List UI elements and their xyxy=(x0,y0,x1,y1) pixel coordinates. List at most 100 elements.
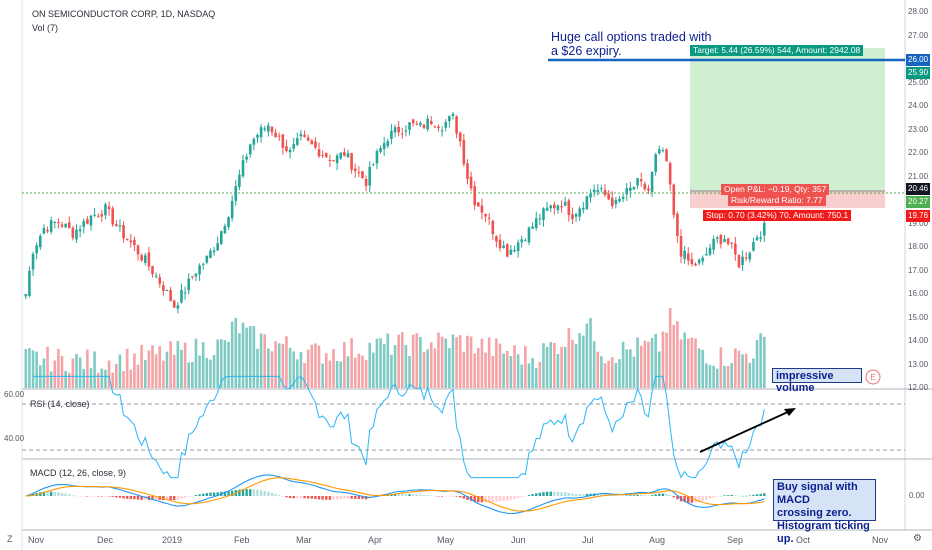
candle-body xyxy=(578,208,581,217)
volume-bar xyxy=(505,350,509,388)
macd-histogram-bar xyxy=(104,496,107,497)
candle-body xyxy=(230,201,234,219)
time-axis-tick: Jun xyxy=(511,535,526,545)
macd-histogram-bar xyxy=(198,494,201,496)
macd-histogram-bar xyxy=(24,496,28,497)
volume-title[interactable]: Vol (7) xyxy=(32,23,59,33)
candle-body xyxy=(581,207,585,210)
candle-body xyxy=(324,153,328,158)
candle-body xyxy=(372,164,375,166)
macd-histogram-bar xyxy=(332,496,335,500)
price-axis-tick: 15.00 xyxy=(908,312,929,322)
macd-histogram-bar xyxy=(498,496,502,502)
macd-histogram-bar xyxy=(484,496,487,503)
candle-body xyxy=(100,214,104,217)
zoom-button[interactable]: Z xyxy=(7,534,13,544)
macd-histogram-bar xyxy=(459,496,462,498)
candle-body xyxy=(426,118,429,130)
volume-bar xyxy=(527,363,531,388)
macd-note[interactable]: Buy signal with MACD crossing zero. Hist… xyxy=(773,479,876,545)
macd-histogram-bar xyxy=(571,493,574,496)
volume-bar xyxy=(400,332,404,388)
candle-body xyxy=(477,202,480,207)
candle-body xyxy=(368,166,372,186)
volume-bar xyxy=(538,361,542,388)
volume-bar xyxy=(755,340,759,388)
volume-bar xyxy=(238,333,241,388)
target-label[interactable]: Target: 5.44 (26.59%) 544, Amount: 2942.… xyxy=(690,45,864,56)
price-tag-last: 20.46 xyxy=(906,183,931,195)
candle-body xyxy=(592,189,596,193)
earnings-event-icon[interactable] xyxy=(865,369,881,385)
macd-histogram-bar xyxy=(361,496,364,500)
candle-body xyxy=(632,187,636,190)
macd-histogram-bar xyxy=(643,495,647,496)
candle-body xyxy=(281,134,285,148)
candle-body xyxy=(67,222,71,229)
macd-histogram-bar xyxy=(672,496,675,498)
candle-body xyxy=(350,153,353,170)
candle-body xyxy=(487,217,491,219)
macd-histogram-bar xyxy=(274,494,277,496)
call-options-note[interactable]: Huge call options traded with a $26 expi… xyxy=(551,30,712,58)
volume-bar xyxy=(364,360,368,388)
candle-body xyxy=(574,213,578,217)
macd-histogram-bar xyxy=(448,496,451,497)
candle-body xyxy=(60,224,64,227)
macd-histogram-bar xyxy=(122,496,125,499)
macd-histogram-bar xyxy=(136,496,140,500)
candle-body xyxy=(303,134,306,138)
macd-title[interactable]: MACD (12, 26, close, 9) xyxy=(30,468,127,478)
candle-body xyxy=(520,239,524,243)
volume-bar xyxy=(661,331,665,388)
candle-body xyxy=(719,234,723,245)
macd-note-line2: crossing zero. xyxy=(777,507,852,519)
rsi-trend-arrow[interactable] xyxy=(699,410,791,453)
candle-body xyxy=(694,263,697,266)
candle-body xyxy=(78,229,82,232)
target-zone[interactable] xyxy=(690,48,885,191)
macd-histogram-bar xyxy=(433,495,437,497)
macd-histogram-bar xyxy=(487,496,491,502)
volume-note[interactable]: impressive volume xyxy=(772,368,862,394)
macd-histogram-bar xyxy=(708,496,712,499)
macd-histogram-bar xyxy=(180,496,183,499)
volume-bar xyxy=(332,348,335,388)
volume-bar xyxy=(277,343,281,388)
macd-histogram-bar xyxy=(535,493,538,496)
rsi-title[interactable]: RSI (14, close) xyxy=(30,399,90,409)
candle-body xyxy=(219,231,223,245)
macd-histogram-bar xyxy=(545,491,549,496)
volume-bar xyxy=(299,351,303,388)
candle-body xyxy=(513,250,516,252)
candle-body xyxy=(151,266,154,275)
volume-bar xyxy=(122,371,125,388)
volume-bar xyxy=(697,348,701,388)
candle-body xyxy=(169,290,172,302)
volume-bar xyxy=(140,344,143,388)
macd-histogram-bar xyxy=(401,494,404,496)
earnings-event-label: E xyxy=(870,373,875,382)
stop-label[interactable]: Stop: 0.70 (3.42%) 70, Amount: 750.1 xyxy=(703,210,852,221)
candle-body xyxy=(57,222,60,224)
candle-body xyxy=(455,116,458,134)
settings-gear-icon[interactable]: ⚙ xyxy=(913,533,922,544)
symbol-title[interactable]: ON SEMICONDUCTOR CORP, 1D, NASDAQ xyxy=(32,9,216,19)
macd-histogram-bar xyxy=(734,495,737,496)
volume-bar xyxy=(567,328,571,388)
macd-histogram-bar xyxy=(665,493,668,496)
macd-histogram-bar xyxy=(115,496,118,498)
price-axis-tick: 25.00 xyxy=(908,77,929,87)
volume-bar xyxy=(589,318,592,388)
volume-bar xyxy=(545,346,549,388)
candle-body xyxy=(567,200,571,216)
candle-body xyxy=(259,127,263,138)
macd-histogram-bar xyxy=(520,496,523,497)
macd-histogram-bar xyxy=(455,496,458,497)
macd-histogram-bar xyxy=(509,496,513,500)
volume-bar xyxy=(111,372,114,388)
macd-histogram-bar xyxy=(42,491,46,496)
candle-body xyxy=(610,197,614,207)
macd-histogram-bar xyxy=(683,496,686,503)
candle-body xyxy=(38,235,42,248)
